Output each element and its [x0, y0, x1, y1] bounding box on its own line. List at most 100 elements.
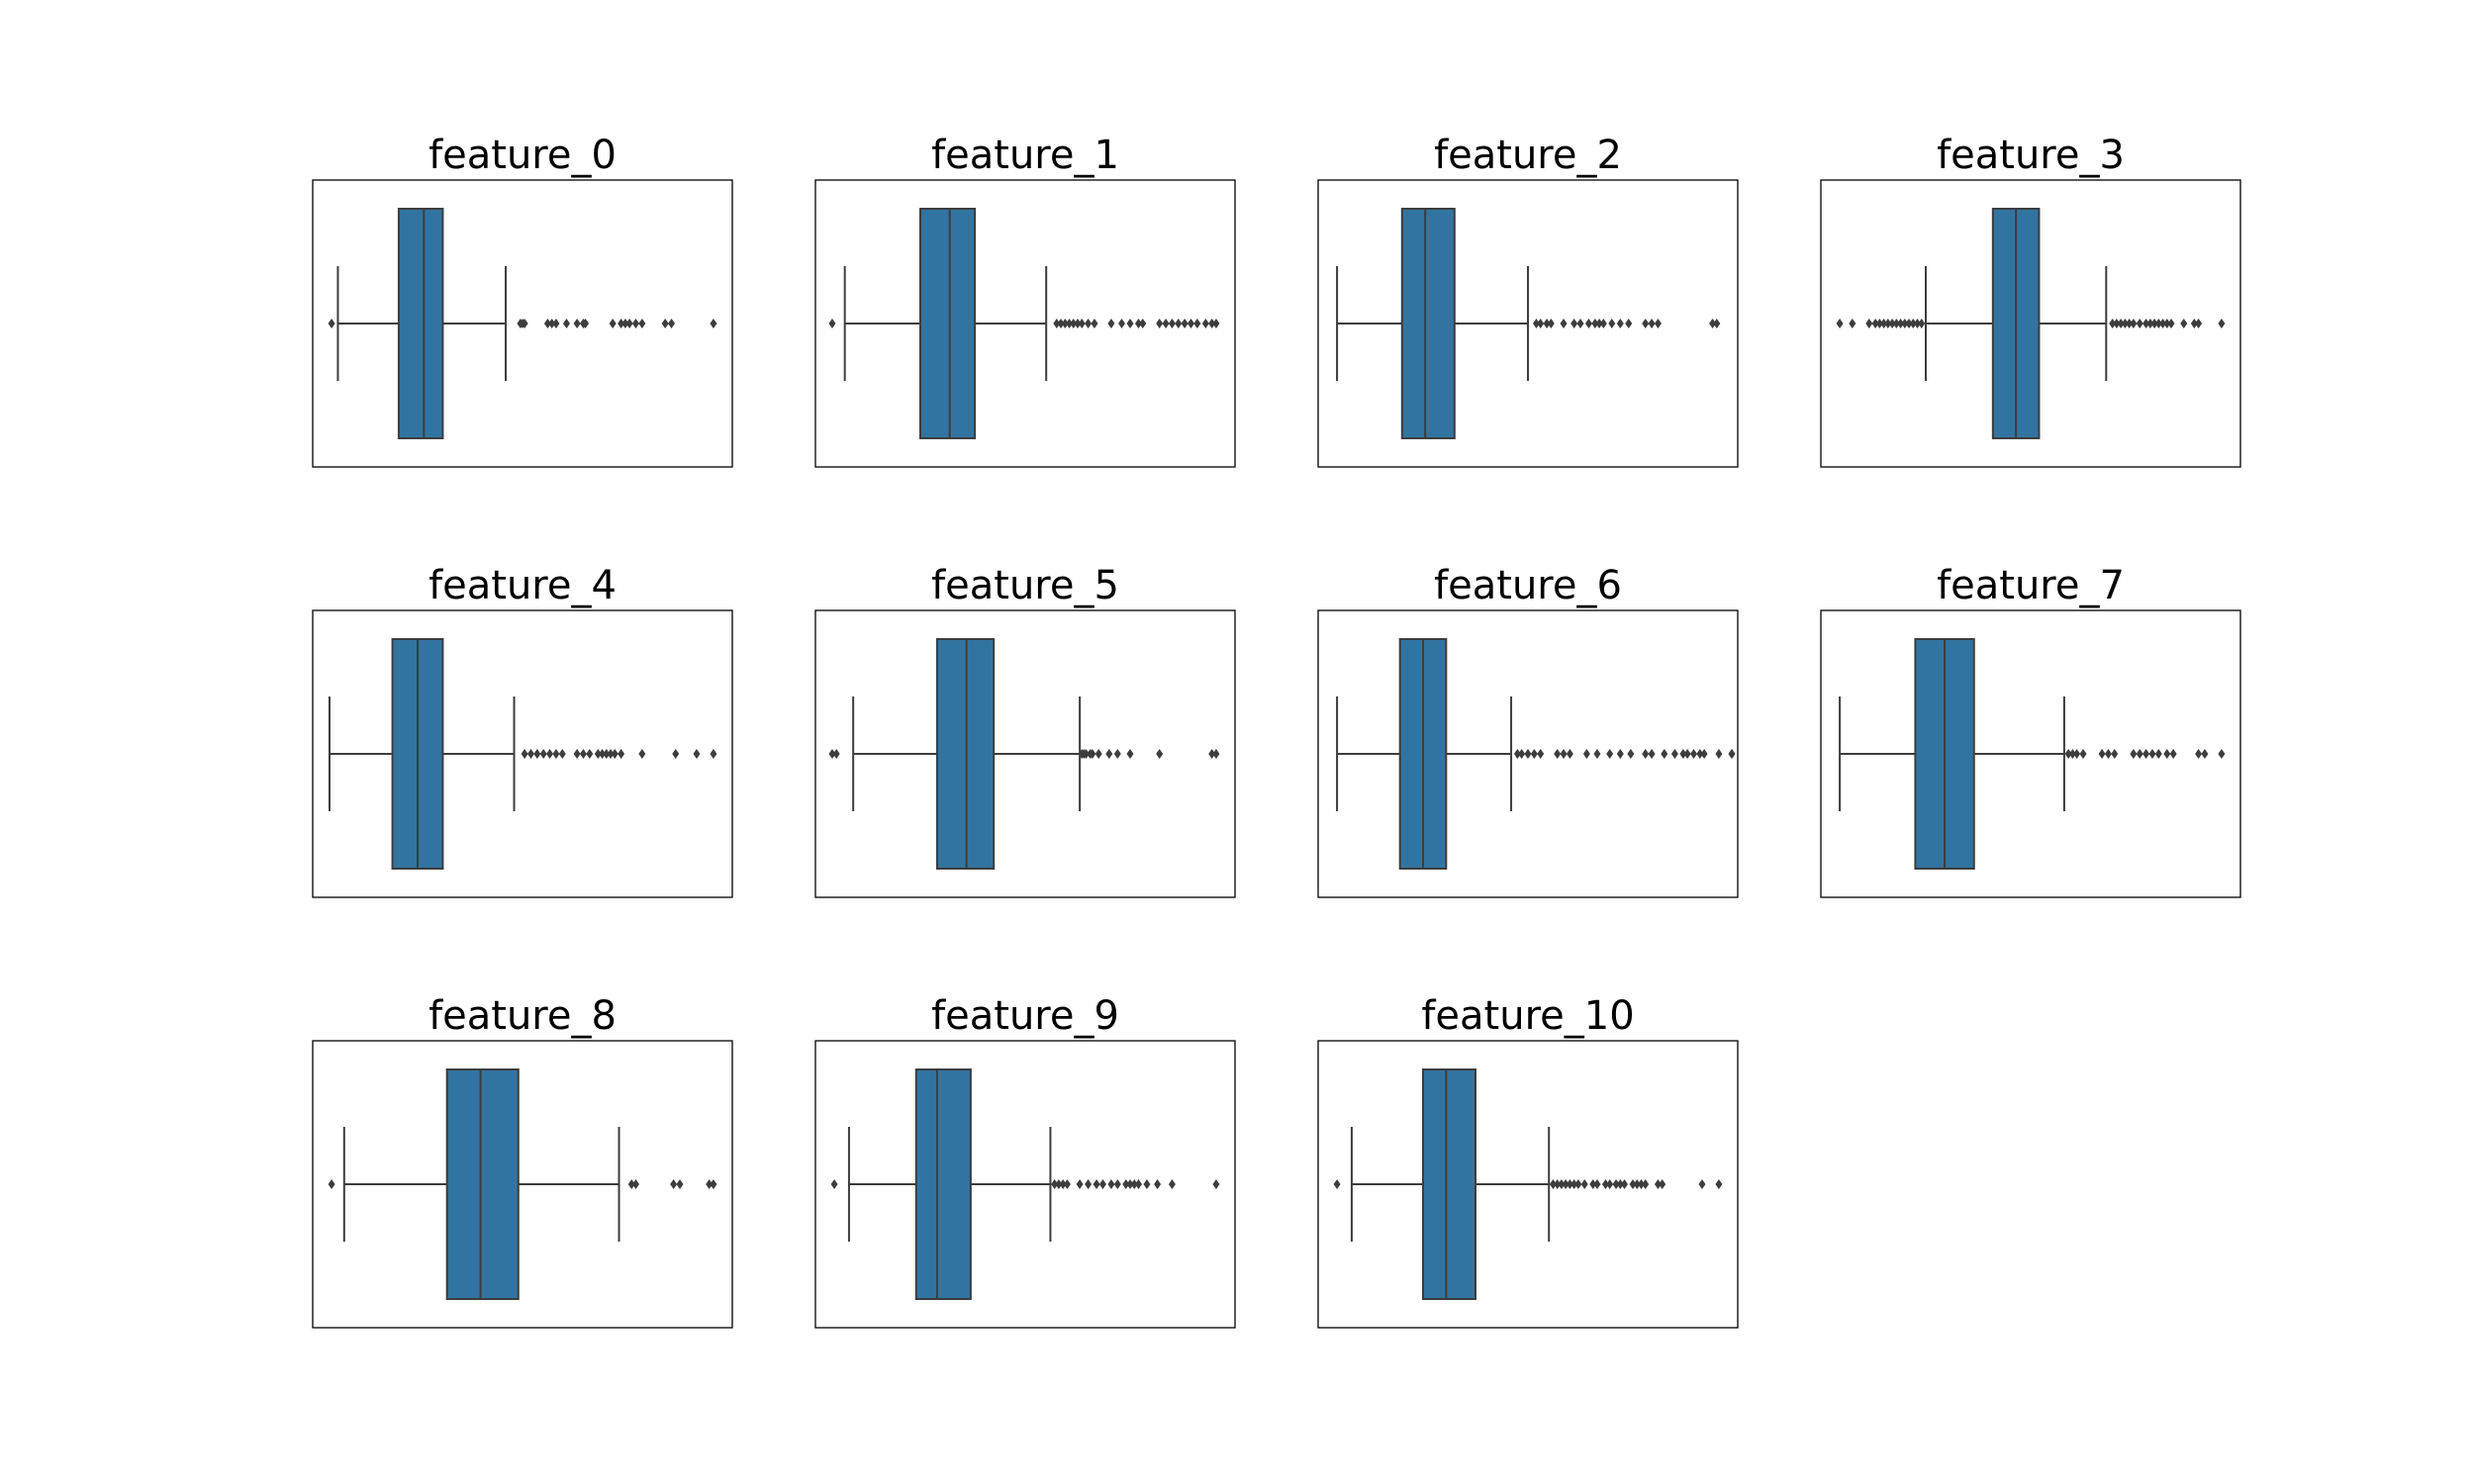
outlier-point [2218, 319, 2226, 328]
outlier-point [710, 1179, 717, 1189]
outlier-point [533, 749, 541, 759]
outlier-point [594, 749, 602, 759]
outlier-point [631, 1179, 639, 1189]
outlier-point [1063, 1179, 1071, 1189]
outlier-point [668, 319, 676, 328]
outlier-point [2117, 319, 2125, 328]
outlier-point [1865, 319, 1873, 328]
subplot-title: feature_2 [1434, 133, 1622, 178]
outlier-point [1094, 749, 1102, 759]
outlier-point [1670, 749, 1678, 759]
outlier-point [1642, 1179, 1650, 1189]
outlier-point [1537, 749, 1545, 759]
outlier-point [1168, 1179, 1176, 1189]
outlier-point [1181, 319, 1189, 328]
outlier-point [1187, 319, 1194, 328]
outlier-point [1051, 1179, 1059, 1189]
outlier-point [1606, 1179, 1614, 1189]
outlier-point [1616, 319, 1624, 328]
outlier-point [328, 319, 335, 328]
outlier-point [1683, 749, 1691, 759]
box-iqr [935, 638, 996, 870]
outlier-point [1061, 319, 1069, 328]
outlier-point [1089, 749, 1096, 759]
outlier-point [2142, 319, 2150, 328]
outlier-point [1576, 319, 1584, 328]
outlier-point [2068, 749, 2076, 759]
outlier-point [1530, 749, 1538, 759]
outlier-point [552, 749, 560, 759]
outlier-point [1560, 749, 1568, 759]
outlier-point [1659, 1179, 1666, 1189]
outlier-point [1126, 319, 1134, 328]
outlier-point [582, 319, 590, 328]
outlier-point [609, 319, 617, 328]
outlier-point [1053, 319, 1061, 328]
outlier-point [676, 1179, 684, 1189]
outlier-point [1570, 1179, 1578, 1189]
outlier-point [1582, 749, 1590, 759]
outlier-point [548, 319, 556, 328]
outlier-point [1118, 319, 1126, 328]
outlier-point [1212, 749, 1220, 759]
outlier-point [1212, 1179, 1220, 1189]
outlier-point [1574, 1179, 1582, 1189]
subplot-feature_4: feature_4 [312, 563, 733, 898]
outlier-point [2150, 319, 2158, 328]
subplot-title: feature_7 [1937, 563, 2125, 608]
outlier-point [1078, 319, 1086, 328]
outlier-point [1627, 749, 1635, 759]
outlier-point [1091, 319, 1098, 328]
box-iqr [1422, 1068, 1476, 1300]
subplot-title: feature_10 [1421, 993, 1634, 1039]
subplot-title: feature_4 [428, 563, 617, 608]
outlier-point [638, 319, 646, 328]
outlier-point [2163, 319, 2171, 328]
outlier-point [1875, 319, 1883, 328]
outlier-point [1558, 1179, 1566, 1189]
outlier-point [2167, 319, 2175, 328]
outlier-point [1648, 749, 1656, 759]
outlier-point [2148, 749, 2156, 759]
outlier-point [1537, 319, 1545, 328]
outlier-point [627, 1179, 635, 1189]
outlier-point [1580, 1179, 1588, 1189]
outlier-point [611, 749, 618, 759]
outlier-point [1208, 749, 1216, 759]
outlier-point [2201, 749, 2209, 759]
subplot-feature_3: feature_3 [1820, 133, 2241, 468]
outlier-point [1713, 319, 1721, 328]
outlier-point [1070, 319, 1078, 328]
outlier-point [1126, 1179, 1134, 1189]
outlier-point [1518, 749, 1526, 759]
outlier-point [543, 319, 551, 328]
outlier-point [1648, 319, 1656, 328]
outlier-point [579, 749, 587, 759]
subplot-title: feature_0 [428, 133, 617, 178]
outlier-point [1871, 319, 1879, 328]
outlier-point [1593, 1179, 1601, 1189]
subplot-title: feature_5 [931, 563, 1119, 608]
outlier-point [2130, 749, 2138, 759]
outlier-point [1566, 1179, 1573, 1189]
outlier-point [2073, 749, 2081, 759]
outlier-point [1074, 319, 1082, 328]
outlier-point [563, 319, 571, 328]
outlier-point [1715, 1179, 1723, 1189]
outlier-point [2136, 749, 2143, 759]
outlier-point [1513, 749, 1521, 759]
outlier-point [2130, 319, 2138, 328]
outlier-point [2079, 749, 2087, 759]
outlier-point [1696, 749, 1704, 759]
outlier-point [670, 1179, 678, 1189]
outlier-point [1107, 319, 1115, 328]
outlier-point [2121, 319, 2129, 328]
outlier-point [1625, 319, 1633, 328]
outlier-point [1566, 749, 1573, 759]
outlier-point [1679, 749, 1687, 759]
outlier-point [1888, 319, 1896, 328]
outlier-point [1057, 319, 1065, 328]
outlier-point [1076, 1179, 1084, 1189]
outlier-point [2195, 319, 2203, 328]
outlier-point [2218, 749, 2226, 759]
